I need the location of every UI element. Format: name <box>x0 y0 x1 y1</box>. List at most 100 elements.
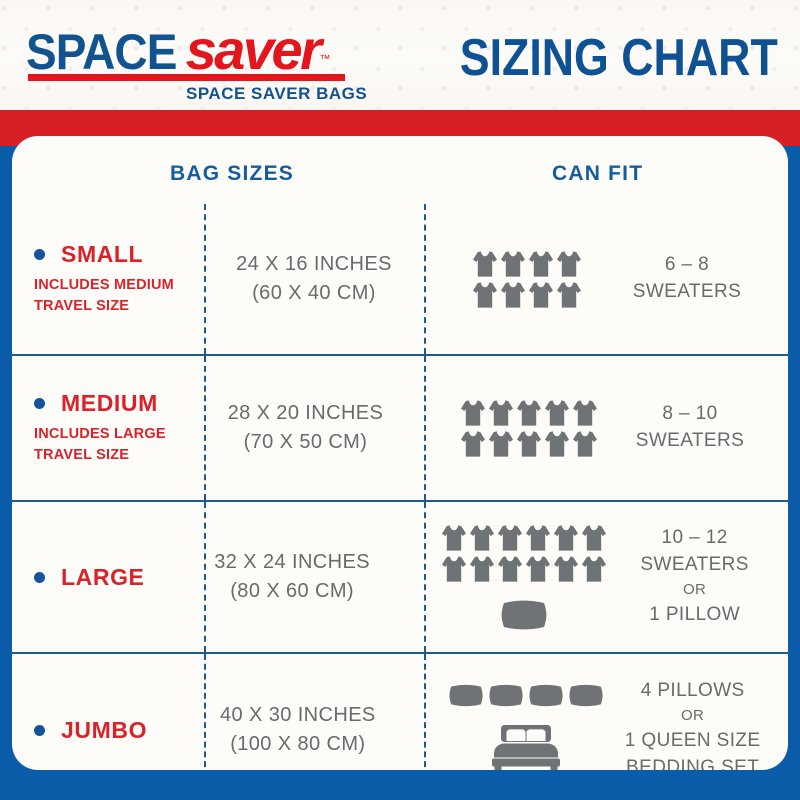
column-header-bag-sizes: BAG SIZES <box>170 162 294 185</box>
dimensions-inches: 40 X 30 INCHES <box>220 704 376 726</box>
icon-stack <box>441 524 607 630</box>
cell-capacity-text: 6 – 8 SWEATERS <box>592 252 788 306</box>
cell-capacity-text: 4 PILLOWS OR 1 QUEEN SIZE BEDDING SET <box>603 678 788 770</box>
sweater-icon <box>442 525 467 551</box>
sweater-icon <box>554 556 579 582</box>
cell-bag-size-name: LARGE <box>12 564 191 591</box>
capacity-line: OR <box>682 581 707 599</box>
sweater-icon <box>501 281 525 308</box>
capacity-line: 4 PILLOWS <box>640 680 745 702</box>
bullet-icon <box>34 571 45 583</box>
capacity-line: 8 – 10 <box>662 403 718 425</box>
size-note-line: TRAVEL SIZE <box>34 447 130 463</box>
cell-bag-size-name: SMALL INCLUDES MEDIUM TRAVEL SIZE <box>12 241 204 317</box>
cell-dimensions: 24 X 16 INCHES (60 X 40 CM) <box>204 250 424 308</box>
dimensions-inches: 32 X 24 INCHES <box>214 551 370 573</box>
table-row: LARGE 32 X 24 INCHES (80 X 60 CM) 10 – 12 SW… <box>12 502 788 654</box>
size-note-line: INCLUDES LARGE <box>34 425 166 442</box>
sweater-icon <box>529 250 553 277</box>
size-name-line: JUMBO <box>34 717 186 744</box>
sweater-icon-row <box>441 555 607 583</box>
sweater-icon <box>516 399 541 426</box>
size-note: INCLUDES LARGE TRAVEL SIZE <box>34 424 191 466</box>
size-name: MEDIUM <box>61 389 158 416</box>
sweater-icon <box>557 250 581 277</box>
pillow-icon <box>501 600 547 630</box>
size-name: JUMBO <box>61 716 148 743</box>
sweater-icon <box>470 556 495 582</box>
pillow-icon <box>489 684 523 707</box>
sweater-icon <box>557 281 581 308</box>
sweater-icon-row <box>441 524 607 552</box>
pillow-icon <box>569 684 603 707</box>
sweater-icon <box>488 430 513 457</box>
sweater-icon <box>498 525 523 551</box>
size-name: SMALL <box>61 240 144 267</box>
size-note: INCLUDES MEDIUM TRAVEL SIZE <box>34 275 196 317</box>
dimensions-centimeters: (100 X 80 CM) <box>230 733 366 755</box>
dimensions-centimeters: (70 X 50 CM) <box>243 431 368 453</box>
size-note-line: TRAVEL SIZE <box>34 298 130 314</box>
table-row: SMALL INCLUDES MEDIUM TRAVEL SIZE 24 X 16 I… <box>12 204 788 356</box>
sizing-table-body: SMALL INCLUDES MEDIUM TRAVEL SIZE 24 X 16 I… <box>12 204 788 770</box>
sweater-icon <box>460 399 485 426</box>
sweater-icon-row <box>472 281 582 309</box>
sweater-icon <box>544 430 569 457</box>
capacity-line: SWEATERS <box>635 430 745 451</box>
sweater-icon <box>544 399 569 426</box>
cell-bag-size-name: JUMBO <box>12 717 194 744</box>
cell-capacity-text: 8 – 10 SWEATERS <box>598 401 788 455</box>
pillow-icon <box>449 684 483 707</box>
column-header-can-fit: CAN FIT <box>552 162 644 185</box>
pillow-icon-row <box>501 600 547 630</box>
cell-capacity-icons <box>401 684 603 770</box>
cell-capacity-icons <box>393 524 607 630</box>
logo-word-space: SPACE <box>26 24 177 80</box>
cell-dimensions: 28 X 20 INCHES (70 X 50 CM) <box>199 399 412 457</box>
sweater-icon <box>442 556 467 582</box>
sweater-icon <box>498 556 523 582</box>
sweater-icon <box>554 525 579 551</box>
bullet-icon <box>34 248 45 260</box>
page-header: SPACE saver™ SPACE SAVER BAGS SIZING CHAR… <box>0 0 800 110</box>
sweater-icon <box>572 399 597 426</box>
trademark-icon: ™ <box>319 53 331 66</box>
logo-word-saver: saver <box>185 18 322 81</box>
cell-dimensions: 32 X 24 INCHES (80 X 60 CM) <box>191 548 393 606</box>
size-note-line: INCLUDES MEDIUM <box>34 276 174 293</box>
sweater-icon <box>501 250 525 277</box>
table-row: MEDIUM INCLUDES LARGE TRAVEL SIZE 28 X 20 I… <box>12 356 788 502</box>
capacity-line: BEDDING SET <box>626 756 760 770</box>
icon-stack <box>449 684 603 770</box>
size-name-line: MEDIUM <box>34 390 191 417</box>
logo-underline-rule <box>28 74 345 81</box>
sweater-icon <box>526 556 551 582</box>
sweater-icon <box>572 430 597 457</box>
capacity-line: SWEATERS <box>640 554 749 576</box>
capacity-line: SWEATERS <box>632 281 742 302</box>
capacity-line: 1 PILLOW <box>649 603 741 625</box>
cell-dimensions: 40 X 30 INCHES (100 X 80 CM) <box>194 701 401 759</box>
sweater-icon-row <box>460 430 598 458</box>
pillow-icon <box>529 684 563 707</box>
bullet-icon <box>34 397 45 409</box>
sweater-icon-row <box>472 250 582 278</box>
bed-icon <box>492 725 561 770</box>
sweater-icon <box>529 281 553 308</box>
sweater-icon <box>582 525 607 551</box>
page-title: SIZING CHART <box>460 29 778 87</box>
brand-logo: SPACE saver™ SPACE SAVER BAGS <box>26 18 376 104</box>
sweater-icon-row <box>460 399 598 427</box>
sweater-icon <box>473 250 497 277</box>
sweater-icon <box>582 556 607 582</box>
dimensions-centimeters: (60 X 40 CM) <box>252 282 376 304</box>
sweater-icon <box>488 399 513 426</box>
bullet-icon <box>34 724 45 736</box>
sweater-icon <box>460 430 485 457</box>
dimensions-inches: 24 X 16 INCHES <box>236 253 392 275</box>
sweater-icon <box>470 525 495 551</box>
sweater-icon <box>526 525 551 551</box>
size-name-line: SMALL <box>34 241 196 268</box>
sweater-icon <box>473 281 497 308</box>
